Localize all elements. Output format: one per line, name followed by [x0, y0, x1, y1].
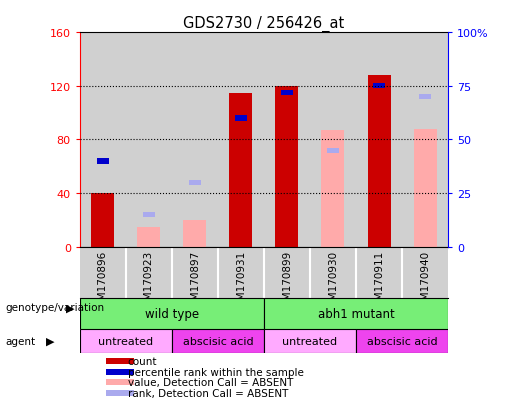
- Text: GSM170931: GSM170931: [236, 250, 246, 313]
- Bar: [106, 379, 134, 385]
- Bar: [229, 93, 252, 247]
- Bar: [80, 329, 172, 353]
- Bar: [97, 159, 109, 164]
- Bar: [356, 33, 402, 247]
- Bar: [264, 329, 356, 353]
- Bar: [402, 33, 448, 247]
- Bar: [327, 148, 339, 154]
- Bar: [138, 227, 160, 247]
- Bar: [368, 76, 390, 247]
- Text: GSM170930: GSM170930: [328, 250, 338, 313]
- Text: untreated: untreated: [282, 336, 337, 346]
- Bar: [189, 180, 201, 186]
- Text: abscisic acid: abscisic acid: [367, 336, 437, 346]
- Bar: [106, 369, 134, 375]
- Bar: [356, 329, 448, 353]
- Bar: [281, 90, 293, 96]
- Text: rank, Detection Call = ABSENT: rank, Detection Call = ABSENT: [128, 389, 288, 399]
- Bar: [264, 33, 310, 247]
- Bar: [106, 358, 134, 364]
- Text: ▶: ▶: [66, 303, 75, 313]
- Bar: [172, 329, 264, 353]
- Text: wild type: wild type: [145, 307, 199, 320]
- Bar: [235, 116, 247, 121]
- Bar: [106, 390, 134, 396]
- Text: abscisic acid: abscisic acid: [183, 336, 253, 346]
- Text: GSM170899: GSM170899: [282, 250, 292, 313]
- Text: GSM170897: GSM170897: [190, 250, 200, 313]
- Text: value, Detection Call = ABSENT: value, Detection Call = ABSENT: [128, 377, 293, 387]
- Text: GSM170911: GSM170911: [374, 250, 384, 313]
- Text: ▶: ▶: [46, 336, 55, 346]
- Text: agent: agent: [5, 336, 35, 346]
- Text: percentile rank within the sample: percentile rank within the sample: [128, 367, 303, 377]
- Bar: [373, 84, 385, 89]
- Bar: [419, 95, 431, 100]
- Bar: [126, 33, 172, 247]
- Bar: [91, 194, 114, 247]
- Bar: [321, 131, 345, 247]
- Title: GDS2730 / 256426_at: GDS2730 / 256426_at: [183, 16, 345, 32]
- Bar: [80, 298, 264, 329]
- Text: GSM170940: GSM170940: [420, 250, 430, 313]
- Bar: [183, 221, 207, 247]
- Bar: [80, 33, 126, 247]
- Bar: [172, 33, 218, 247]
- Bar: [414, 129, 437, 247]
- Text: count: count: [128, 356, 157, 366]
- Text: abh1 mutant: abh1 mutant: [318, 307, 394, 320]
- Text: GSM170896: GSM170896: [98, 250, 108, 313]
- Text: untreated: untreated: [98, 336, 153, 346]
- Bar: [143, 212, 154, 218]
- Bar: [264, 298, 448, 329]
- Text: genotype/variation: genotype/variation: [5, 303, 104, 313]
- Bar: [218, 33, 264, 247]
- Bar: [276, 87, 299, 247]
- Bar: [310, 33, 356, 247]
- Text: GSM170923: GSM170923: [144, 250, 154, 313]
